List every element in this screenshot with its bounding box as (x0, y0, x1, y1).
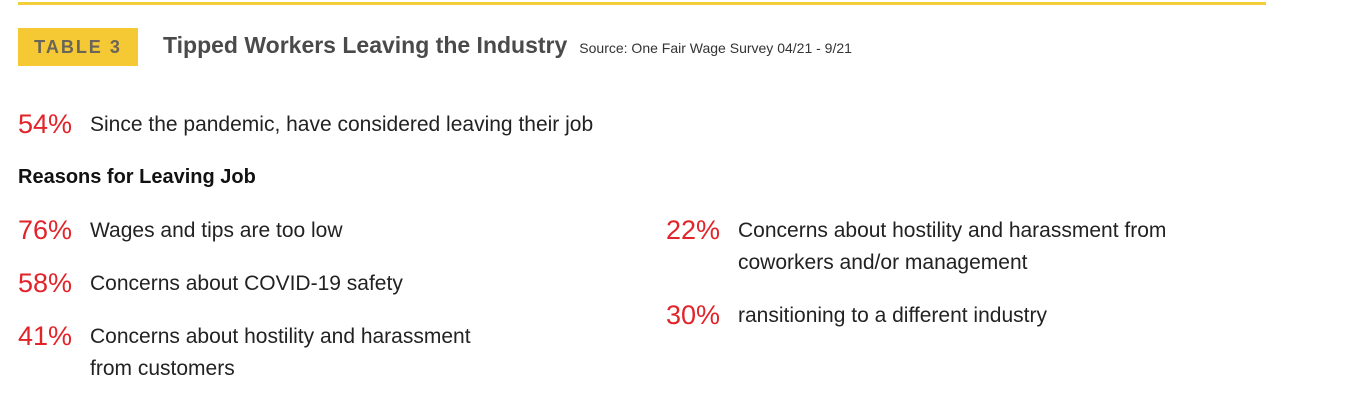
reason-text: Wages and tips are too low (90, 219, 343, 242)
reason-percent: 22% (666, 215, 721, 245)
reason-text: Concerns about COVID-19 safety (90, 272, 403, 295)
reason-text-line: coworkers and/or management (738, 251, 1028, 274)
page-title: Tipped Workers Leaving the Industry (163, 32, 568, 58)
reason-item: 30% ransitioning to a different industry (666, 299, 1047, 332)
reason-text-line: Concerns about hostility and harassment … (738, 219, 1167, 242)
reason-text-line: Concerns about hostility and harassment (90, 325, 471, 348)
headline-stat: 54% Since the pandemic, have considered … (18, 108, 593, 141)
top-rule (18, 2, 1266, 5)
source-note: Source: One Fair Wage Survey 04/21 - 9/2… (579, 40, 852, 56)
reason-item: 76% Wages and tips are too low (18, 214, 343, 247)
reason-item: 22% Concerns about hostility and harassm… (666, 214, 1166, 279)
table-badge: TABLE 3 (18, 28, 138, 66)
reason-percent: 41% (18, 321, 73, 351)
reason-percent: 30% (666, 300, 721, 330)
reason-text: ransitioning to a different industry (738, 304, 1047, 327)
headline-percent: 54% (18, 109, 73, 139)
reason-percent: 58% (18, 268, 73, 298)
title-row: Tipped Workers Leaving the Industry Sour… (163, 32, 852, 59)
reason-percent: 76% (18, 215, 73, 245)
reason-item: 41% Concerns about hostility and harassm… (18, 320, 471, 385)
reasons-heading: Reasons for Leaving Job (18, 166, 256, 188)
reason-text-line: from customers (90, 357, 235, 380)
reason-text-block: Concerns about hostility and harassment … (738, 214, 1166, 279)
reason-item: 58% Concerns about COVID-19 safety (18, 267, 403, 300)
reason-text-block: Concerns about hostility and harassment … (90, 320, 471, 385)
headline-text: Since the pandemic, have considered leav… (90, 113, 594, 136)
